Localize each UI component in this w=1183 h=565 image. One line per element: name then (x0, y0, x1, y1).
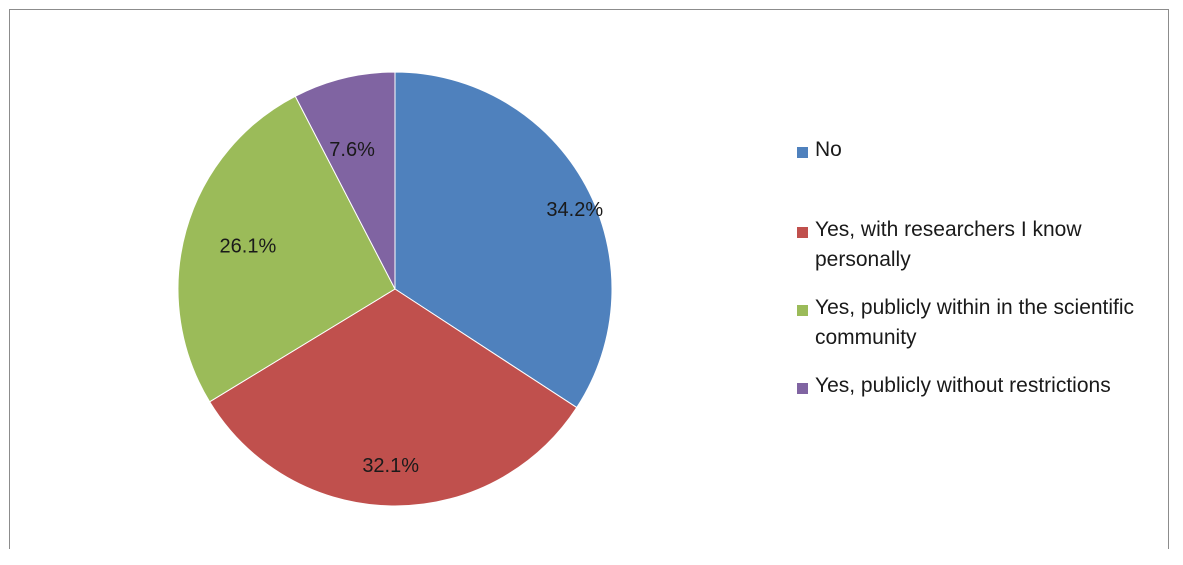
legend-label-researchers-known: Yes, with researchers I know personally (815, 218, 1082, 271)
legend-label-without-restrictions: Yes, publicly without restrictions (815, 374, 1111, 397)
pie-label-no: 34.2% (546, 199, 603, 221)
legend-item-without-restrictions: Yes, publicly without restrictions (797, 374, 1165, 401)
legend-swatch-without-restrictions (797, 383, 808, 394)
pie-label-without-restrictions: 7.6% (329, 139, 375, 161)
legend-label-no: No (815, 138, 842, 161)
legend-label-scientific-community: Yes, publicly within in the scientific c… (815, 296, 1135, 349)
pie-label-researchers-known: 32.1% (362, 455, 419, 477)
pie-label-scientific-community: 26.1% (220, 235, 277, 257)
legend-item-scientific-community: Yes, publicly within in the scientific c… (797, 296, 1165, 353)
legend-swatch-no (797, 147, 808, 158)
pie-slice-researchers-known (208, 288, 578, 507)
legend-swatch-scientific-community (797, 305, 808, 316)
legend-item-no: No (797, 138, 1165, 165)
legend-item-researchers-known: Yes, with researchers I know personally (797, 218, 1165, 275)
pie-slice-no (394, 71, 613, 409)
pie-slice-scientific-community (177, 95, 396, 403)
pie-slice-without-restrictions (294, 71, 396, 290)
legend-swatch-researchers-known (797, 227, 808, 238)
